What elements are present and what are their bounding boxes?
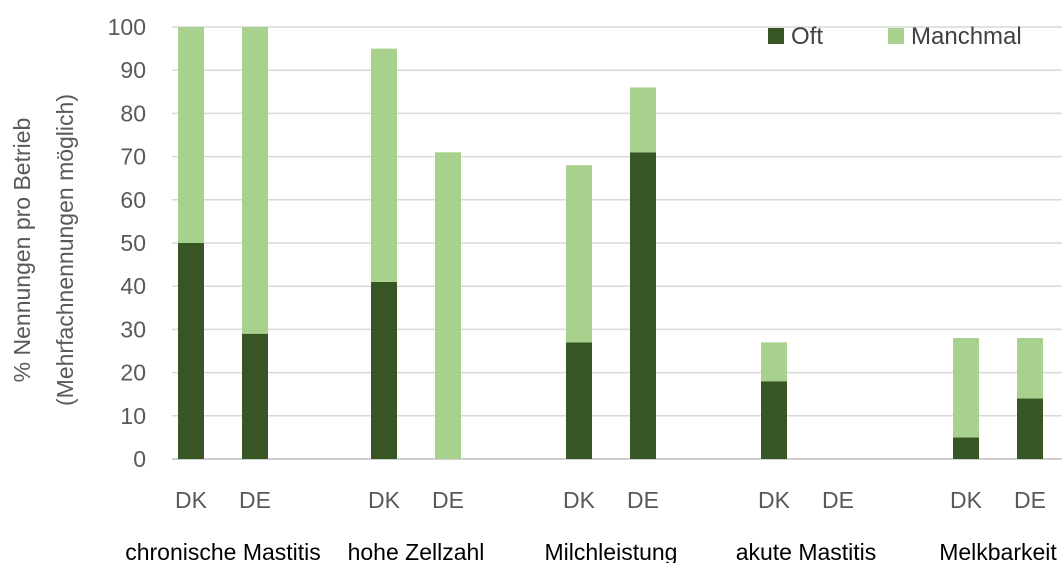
bar-oft: [761, 381, 787, 459]
legend: Oft Manchmal: [768, 23, 1022, 50]
y-axis-ticks: 0 10 20 30 40 50 60 70 80 90 100: [108, 14, 146, 472]
bar-oft: [1017, 398, 1043, 459]
y-axis-label-line2: (Mehrfachnennungen möglich): [52, 94, 78, 406]
x-country-label: DE: [627, 487, 659, 513]
bars: [178, 27, 1043, 459]
legend-label-oft: Oft: [791, 23, 823, 50]
y-tick-label: 80: [120, 100, 146, 126]
legend-swatch-oft: [768, 28, 784, 44]
legend-label-manchmal: Manchmal: [911, 23, 1022, 50]
bar-manchmal: [435, 152, 461, 459]
y-tick-label: 40: [120, 273, 146, 299]
bar-oft: [242, 333, 268, 459]
y-tick-label: 50: [120, 230, 146, 256]
x-country-label: DK: [368, 487, 401, 513]
y-tick-label: 100: [108, 14, 146, 40]
bar-manchmal: [1017, 338, 1043, 399]
bar-manchmal: [630, 87, 656, 153]
y-tick-label: 10: [120, 403, 146, 429]
bar-manchmal: [242, 27, 268, 334]
x-category-label: Melkbarkeit: [939, 539, 1057, 563]
bar-manchmal: [566, 165, 592, 343]
gridlines: [172, 26, 1062, 460]
bar-manchmal: [178, 27, 204, 243]
x-category-label: chronische Mastitis: [125, 539, 321, 563]
x-country-label: DE: [1014, 487, 1046, 513]
bar-oft: [178, 243, 204, 459]
y-tick-label: 30: [120, 316, 146, 342]
bar-manchmal: [761, 342, 787, 382]
x-axis-labels: DK DE chronische Mastitis DK DE hohe Zellzahl…: [125, 487, 1057, 563]
bar-oft: [566, 342, 592, 459]
bar-oft: [953, 437, 979, 459]
y-tick-label: 90: [120, 57, 146, 83]
bar-oft: [371, 281, 397, 459]
x-category-label: Milchleistung: [545, 539, 678, 563]
legend-swatch-manchmal: [888, 28, 904, 44]
x-country-label: DK: [758, 487, 791, 513]
y-axis-label-line1: % Nennungen pro Betrieb: [9, 118, 35, 383]
y-tick-label: 70: [120, 144, 146, 170]
y-tick-label: 0: [133, 446, 146, 472]
x-category-label: hohe Zellzahl: [348, 539, 485, 563]
x-category-label: akute Mastitis: [736, 539, 877, 563]
x-country-label: DE: [432, 487, 464, 513]
x-country-label: DK: [175, 487, 208, 513]
y-tick-label: 60: [120, 187, 146, 213]
y-tick-label: 20: [120, 360, 146, 386]
x-country-label: DK: [950, 487, 983, 513]
x-country-label: DE: [822, 487, 854, 513]
x-country-label: DE: [239, 487, 271, 513]
bar-manchmal: [953, 338, 979, 438]
x-country-label: DK: [563, 487, 596, 513]
bar-oft: [630, 152, 656, 459]
bar-manchmal: [371, 48, 397, 282]
